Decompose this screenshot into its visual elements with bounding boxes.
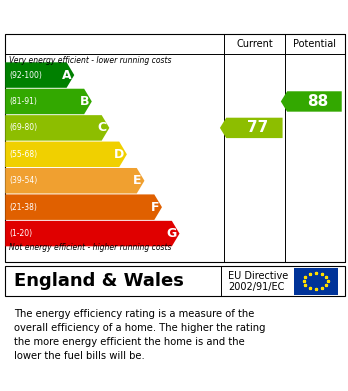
Polygon shape [281, 91, 342, 112]
Text: (21-38): (21-38) [9, 203, 37, 212]
Text: Current: Current [237, 39, 273, 49]
Text: (55-68): (55-68) [9, 150, 38, 159]
Polygon shape [5, 62, 74, 88]
Polygon shape [5, 194, 162, 220]
Text: A: A [62, 68, 71, 82]
Text: E: E [133, 174, 142, 187]
Text: D: D [114, 148, 124, 161]
Text: Very energy efficient - lower running costs: Very energy efficient - lower running co… [9, 56, 171, 65]
Text: C: C [97, 121, 106, 135]
Polygon shape [220, 118, 283, 138]
Text: (69-80): (69-80) [9, 124, 38, 133]
Text: Not energy efficient - higher running costs: Not energy efficient - higher running co… [9, 243, 171, 252]
Text: B: B [80, 95, 89, 108]
Text: 88: 88 [307, 94, 329, 109]
Text: (81-91): (81-91) [9, 97, 37, 106]
Text: (39-54): (39-54) [9, 176, 38, 185]
Bar [294, 268, 338, 295]
Text: G: G [166, 227, 177, 240]
Text: Potential: Potential [293, 39, 337, 49]
Text: 77: 77 [247, 120, 269, 135]
Text: F: F [151, 201, 159, 213]
Text: The energy efficiency rating is a measure of the
overall efficiency of a home. T: The energy efficiency rating is a measur… [14, 309, 266, 361]
Polygon shape [5, 221, 180, 246]
Polygon shape [5, 142, 127, 167]
Polygon shape [5, 89, 92, 114]
Text: EU Directive
2002/91/EC: EU Directive 2002/91/EC [228, 271, 288, 292]
Text: (1-20): (1-20) [9, 229, 32, 238]
Text: Energy Efficiency Rating: Energy Efficiency Rating [9, 7, 238, 25]
Text: England & Wales: England & Wales [14, 272, 184, 291]
Polygon shape [5, 168, 144, 194]
Polygon shape [5, 115, 109, 141]
Text: (92-100): (92-100) [9, 70, 42, 79]
